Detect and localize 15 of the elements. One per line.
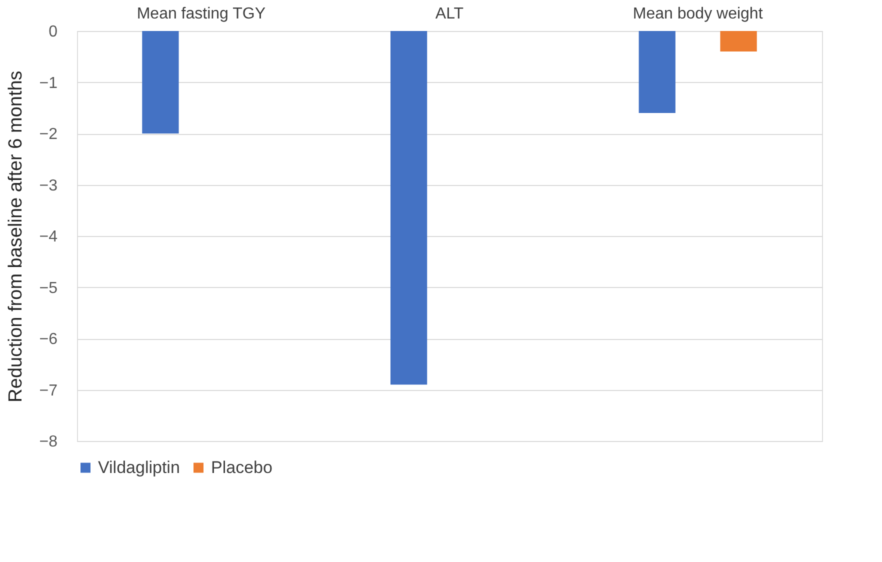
- y-tick-label: −3: [39, 177, 58, 194]
- legend-label: Placebo: [211, 458, 272, 477]
- x-tick-label: ALT: [435, 6, 464, 22]
- y-tick-label: −7: [39, 382, 58, 400]
- y-tick-label: −5: [39, 280, 58, 297]
- x-tick-label: Mean fasting TGY: [136, 6, 266, 22]
- x-tick-label: Mean body weight: [632, 6, 764, 22]
- y-tick-label: −4: [39, 228, 58, 246]
- y-axis-title: Reduction from baseline after 6 months: [5, 70, 26, 402]
- y-tick-label: −1: [39, 74, 58, 92]
- legend-label: Vildagliptin: [98, 458, 180, 477]
- y-tick-label: −2: [39, 126, 58, 143]
- y-tick-label: −8: [39, 434, 58, 450]
- y-tick-label: 0: [48, 24, 58, 40]
- y-tick-label: −6: [39, 331, 58, 348]
